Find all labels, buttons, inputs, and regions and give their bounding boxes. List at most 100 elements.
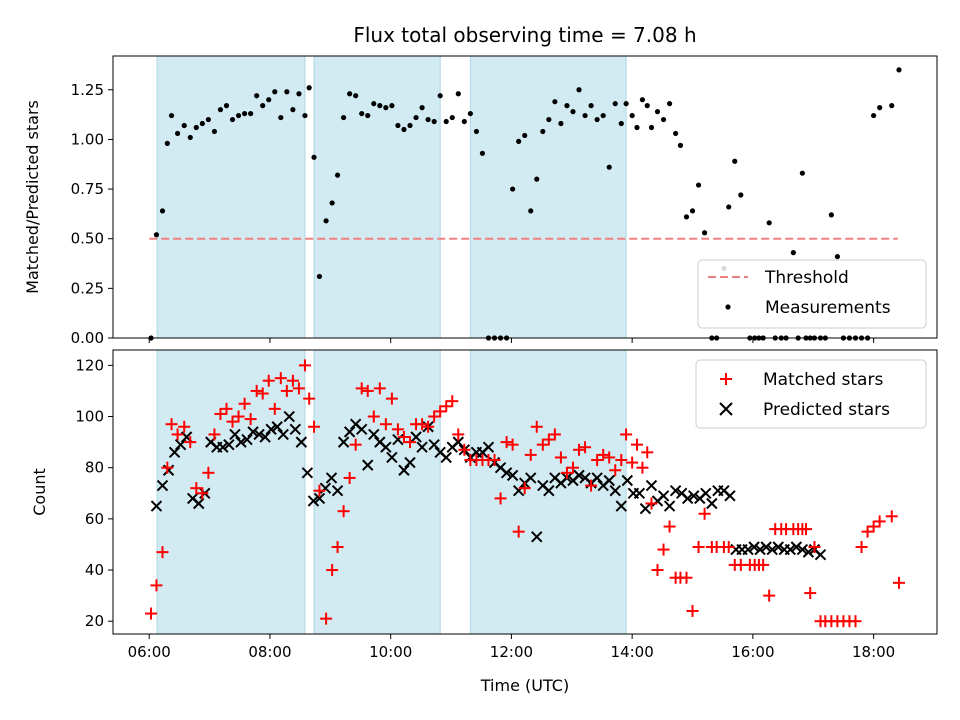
measurement-point — [695, 182, 702, 188]
matched-point — [214, 407, 227, 420]
predicted-point — [500, 467, 513, 479]
measurement-point — [896, 67, 902, 73]
predicted-point — [259, 431, 271, 443]
measurement-point — [510, 186, 516, 192]
measurement-point — [235, 112, 242, 119]
predicted-point — [362, 459, 374, 471]
matched-point — [196, 487, 209, 500]
observing-window — [469, 55, 627, 339]
matched-point — [280, 384, 293, 397]
measurement-point — [266, 97, 272, 103]
matched-point — [274, 372, 287, 385]
matched-point — [524, 448, 537, 461]
measurement-point — [623, 101, 629, 107]
measurement-point — [689, 208, 696, 214]
panel-ratio-frame — [112, 55, 938, 339]
matched-point — [804, 587, 817, 600]
measurement-point — [407, 122, 413, 129]
measurement-point — [284, 89, 290, 95]
legend-threshold-label: Threshold — [764, 268, 849, 288]
measurement-point — [877, 105, 883, 111]
measurement-point — [673, 130, 679, 137]
panel-count: 20 40 60 80 100 120 06:00 08:00 10:00 12:00 14:00… — [30, 349, 938, 695]
predicted-point — [343, 426, 356, 438]
predicted-point — [669, 485, 682, 497]
measurement-point — [889, 103, 895, 109]
matched-point — [220, 402, 233, 415]
observing-window — [313, 349, 441, 635]
matched-point — [190, 482, 203, 495]
measurement-point — [546, 116, 552, 123]
predicted-point — [235, 436, 247, 448]
measurement-point — [540, 128, 546, 135]
matched-point — [292, 382, 305, 395]
matched-point — [404, 436, 417, 449]
x-tick-label: 18:00 — [852, 643, 895, 661]
predicted-point — [754, 543, 766, 556]
measurement-point — [479, 150, 486, 156]
matched-point — [165, 418, 178, 431]
measurement-point — [329, 200, 335, 206]
predicted-point — [681, 492, 694, 505]
matched-point — [488, 454, 501, 467]
measurement-point — [425, 116, 431, 123]
predicted-point — [543, 485, 555, 497]
ylabel-count: Count — [30, 468, 49, 516]
matched-point — [585, 479, 598, 492]
matched-point — [763, 589, 776, 602]
matched-point — [416, 418, 429, 431]
matched-point — [452, 428, 465, 441]
matched-point — [458, 443, 471, 456]
predicted-point — [760, 541, 772, 553]
predicted-point — [531, 531, 543, 543]
measurement-point — [431, 118, 437, 125]
predicted-point — [331, 485, 344, 497]
measurement-point — [461, 118, 467, 125]
measurement-point — [639, 97, 646, 103]
predicted-point — [700, 487, 712, 499]
legend-predicted-label: Predicted stars — [763, 400, 890, 420]
matched-point — [548, 428, 561, 441]
matched-point — [494, 492, 507, 505]
predicted-point — [790, 541, 803, 553]
measurement-point — [522, 132, 528, 139]
predicted-point — [591, 472, 603, 484]
matched-point — [286, 374, 299, 387]
matched-point — [161, 461, 174, 474]
measurement-point — [582, 112, 588, 119]
measurement-point — [799, 170, 805, 176]
matched-point — [663, 520, 676, 533]
measurement-point — [738, 192, 744, 198]
predicted-point — [657, 490, 670, 502]
predicted-point — [301, 467, 314, 479]
predicted-point — [416, 441, 428, 453]
matched-point — [440, 400, 453, 413]
predicted-point — [742, 543, 754, 556]
legend-measurements-swatch — [725, 304, 731, 310]
matched-point — [626, 456, 639, 469]
matched-point — [244, 413, 257, 426]
matched-point — [379, 418, 392, 431]
matched-point — [692, 541, 705, 554]
measurement-point — [181, 122, 187, 129]
measurement-point — [241, 110, 248, 117]
measurement-point — [570, 109, 576, 115]
ylabel-ratio: Matched/Predicted stars — [23, 100, 42, 294]
predicted-point — [193, 497, 205, 510]
predicted-point — [277, 428, 289, 441]
measurement-point — [467, 110, 473, 117]
matched-point — [506, 438, 519, 451]
measurement-point — [558, 120, 564, 127]
predicted-point — [217, 441, 229, 453]
matched-point — [326, 564, 339, 577]
matched-point — [542, 433, 555, 446]
measurement-point — [199, 120, 205, 127]
legend-ratio: Threshold Measurements — [697, 259, 927, 329]
measurement-point — [766, 220, 772, 226]
predicted-point — [603, 474, 615, 487]
measurement-point — [365, 112, 371, 119]
measurement-point — [606, 164, 612, 170]
matched-point — [178, 420, 191, 433]
predicted-point — [639, 502, 652, 515]
matched-point — [367, 410, 380, 423]
